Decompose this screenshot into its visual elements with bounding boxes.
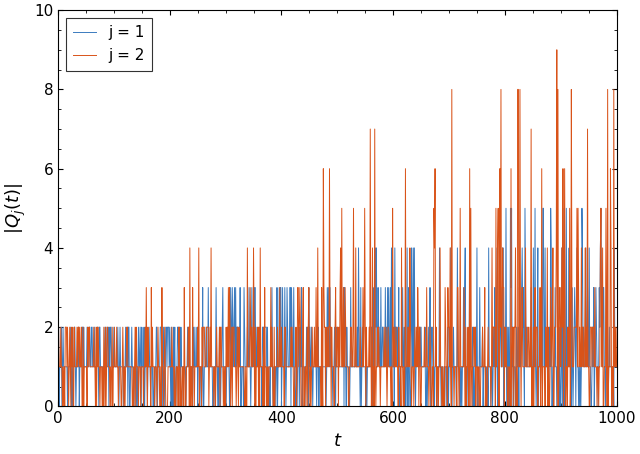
j = 2	[511, 325, 518, 330]
j = 1	[511, 364, 519, 370]
j = 1	[502, 206, 510, 211]
Legend: j = 1, j = 2: j = 1, j = 2	[66, 18, 152, 71]
j = 1	[55, 404, 63, 409]
Y-axis label: $|Q_j(t)|$: $|Q_j(t)|$	[4, 183, 28, 234]
j = 1	[89, 364, 97, 370]
j = 1	[612, 364, 620, 370]
j = 1	[586, 364, 594, 370]
Line: j = 2: j = 2	[58, 50, 616, 406]
j = 2	[168, 325, 176, 330]
j = 1	[168, 404, 176, 409]
j = 2	[490, 325, 497, 330]
j = 1	[549, 364, 557, 370]
j = 2	[89, 364, 97, 370]
j = 2	[59, 404, 67, 409]
j = 2	[548, 325, 556, 330]
Line: j = 1: j = 1	[58, 208, 616, 406]
j = 1	[54, 364, 62, 370]
j = 1	[490, 325, 497, 330]
j = 2	[586, 325, 594, 330]
X-axis label: $t$: $t$	[333, 432, 342, 450]
j = 2	[612, 364, 620, 370]
j = 2	[553, 47, 561, 53]
j = 2	[54, 364, 62, 370]
